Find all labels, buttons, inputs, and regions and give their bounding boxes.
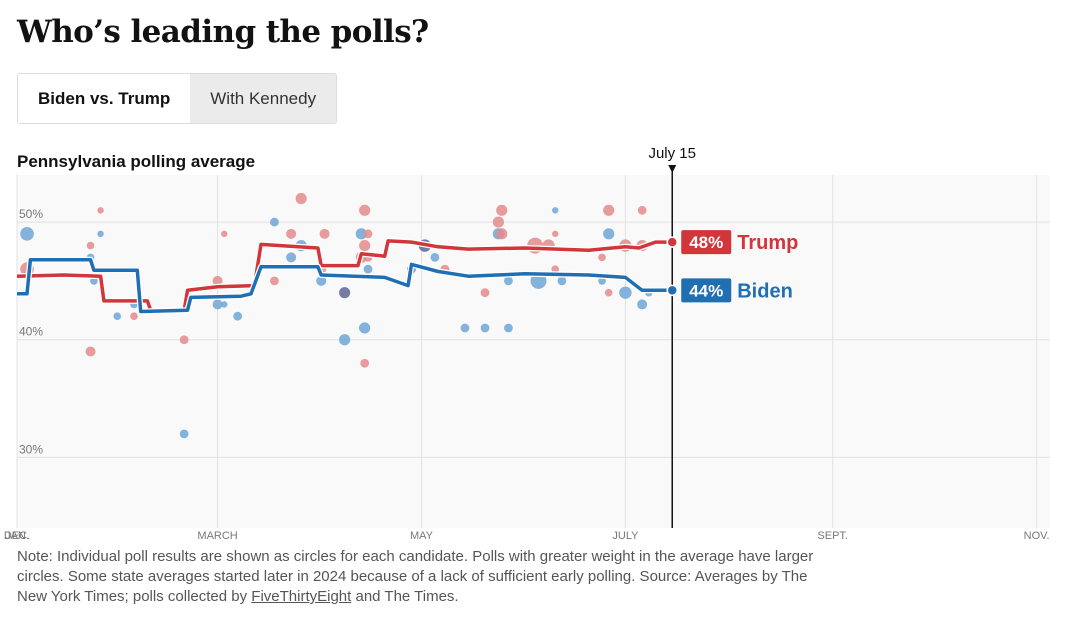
trump-poll-dot bbox=[270, 276, 279, 286]
biden-poll-dot bbox=[363, 264, 373, 274]
x-tick-label: DEC. bbox=[4, 530, 30, 540]
polling-chart: 30% 40% 50% JAN.DEC. MARCH MAY JULY SEPT. NOV. Ju… bbox=[4, 145, 1050, 540]
biden-poll-dot bbox=[355, 228, 367, 240]
x-tick-label: MARCH bbox=[197, 530, 237, 540]
current-date-label: July 15 bbox=[648, 145, 696, 162]
trump-poll-dot bbox=[179, 335, 189, 345]
trump-end-dot bbox=[666, 236, 678, 248]
biden-poll-dot bbox=[603, 228, 615, 240]
trump-poll-dot bbox=[492, 216, 504, 228]
biden-poll-dot bbox=[430, 252, 440, 262]
biden-poll-dot bbox=[286, 252, 297, 263]
race-toggle: Biden vs. Trump With Kennedy bbox=[17, 73, 338, 124]
biden-poll-dot bbox=[113, 312, 122, 320]
tab-with-kennedy[interactable]: With Kennedy bbox=[190, 74, 337, 123]
biden-poll-dot bbox=[359, 322, 371, 334]
y-tick-label: 40% bbox=[19, 325, 43, 339]
biden-poll-dot bbox=[270, 217, 279, 227]
trump-poll-dot bbox=[221, 230, 228, 238]
current-date-arrow bbox=[668, 165, 677, 173]
biden-poll-dot bbox=[212, 299, 223, 310]
plot-background bbox=[17, 175, 1050, 528]
x-tick-label: NOV. bbox=[1024, 530, 1050, 540]
biden-value-badge bbox=[681, 278, 732, 303]
biden-poll-dot bbox=[557, 276, 567, 286]
trump-poll-dot bbox=[552, 230, 559, 238]
source-note: Note: Individual poll results are shown … bbox=[17, 547, 837, 607]
trump-poll-dot bbox=[85, 346, 96, 357]
biden-name-label: Biden bbox=[737, 280, 793, 302]
biden-end-dot bbox=[666, 284, 678, 297]
trump-poll-dot bbox=[480, 288, 490, 298]
trump-poll-dot bbox=[637, 205, 647, 215]
trump-value-badge bbox=[681, 230, 732, 255]
y-tick-label: 30% bbox=[19, 442, 43, 456]
trump-poll-dot bbox=[598, 253, 606, 262]
biden-poll-dot bbox=[339, 334, 351, 346]
x-tick-label: MAY bbox=[410, 530, 434, 540]
trump-poll-dot bbox=[496, 228, 508, 240]
trump-poll-dot bbox=[212, 275, 223, 286]
biden-average-line bbox=[17, 257, 673, 314]
biden-poll-dot bbox=[504, 276, 513, 286]
biden-poll-dot bbox=[552, 207, 559, 214]
overlap-poll-dot bbox=[339, 287, 351, 299]
chart-subtitle: Pennsylvania polling average bbox=[17, 152, 256, 171]
trump-poll-dot bbox=[551, 265, 560, 273]
biden-poll-dot bbox=[504, 323, 513, 333]
trump-value-label: 48% bbox=[689, 233, 723, 252]
y-tick-label: 50% bbox=[19, 207, 43, 221]
x-tick-label: JULY bbox=[612, 530, 639, 540]
trump-poll-dot bbox=[97, 207, 104, 214]
biden-poll-dot bbox=[20, 227, 34, 241]
trump-poll-dot bbox=[295, 192, 307, 205]
fivethirtyeight-link[interactable]: FiveThirtyEight bbox=[251, 588, 352, 605]
trump-poll-dot bbox=[359, 204, 371, 216]
biden-poll-dot bbox=[480, 323, 490, 333]
note-text-end: and The Times. bbox=[351, 588, 459, 605]
x-tick-label: JAN. bbox=[5, 530, 29, 540]
tab-biden-vs-trump[interactable]: Biden vs. Trump bbox=[18, 74, 191, 123]
trump-poll-dot bbox=[363, 229, 373, 239]
biden-poll-dot bbox=[619, 286, 632, 299]
x-tick-label: SEPT. bbox=[817, 530, 848, 540]
biden-poll-dot bbox=[221, 301, 228, 308]
trump-name-label: Trump bbox=[737, 232, 798, 254]
biden-value-label: 44% bbox=[689, 281, 723, 300]
trump-poll-dot bbox=[359, 240, 371, 252]
trump-average-line bbox=[16, 239, 673, 313]
biden-poll-dot bbox=[233, 311, 243, 321]
biden-poll-dot bbox=[97, 230, 104, 238]
trump-poll-dot bbox=[130, 312, 138, 320]
note-text: Note: Individual poll results are shown … bbox=[17, 548, 814, 605]
trump-poll-dot bbox=[286, 228, 297, 239]
trump-poll-dot bbox=[360, 358, 370, 368]
trump-poll-dot bbox=[496, 204, 508, 216]
trump-poll-dot bbox=[604, 288, 613, 297]
headline: Who’s leading the polls? bbox=[17, 14, 429, 50]
trump-poll-dot bbox=[603, 204, 615, 216]
biden-poll-dot bbox=[637, 299, 648, 310]
biden-poll-dot bbox=[179, 429, 189, 439]
biden-poll-dot bbox=[460, 323, 470, 333]
trump-poll-dot bbox=[319, 228, 330, 239]
biden-poll-dot bbox=[316, 275, 327, 286]
trump-poll-dot bbox=[86, 241, 95, 250]
